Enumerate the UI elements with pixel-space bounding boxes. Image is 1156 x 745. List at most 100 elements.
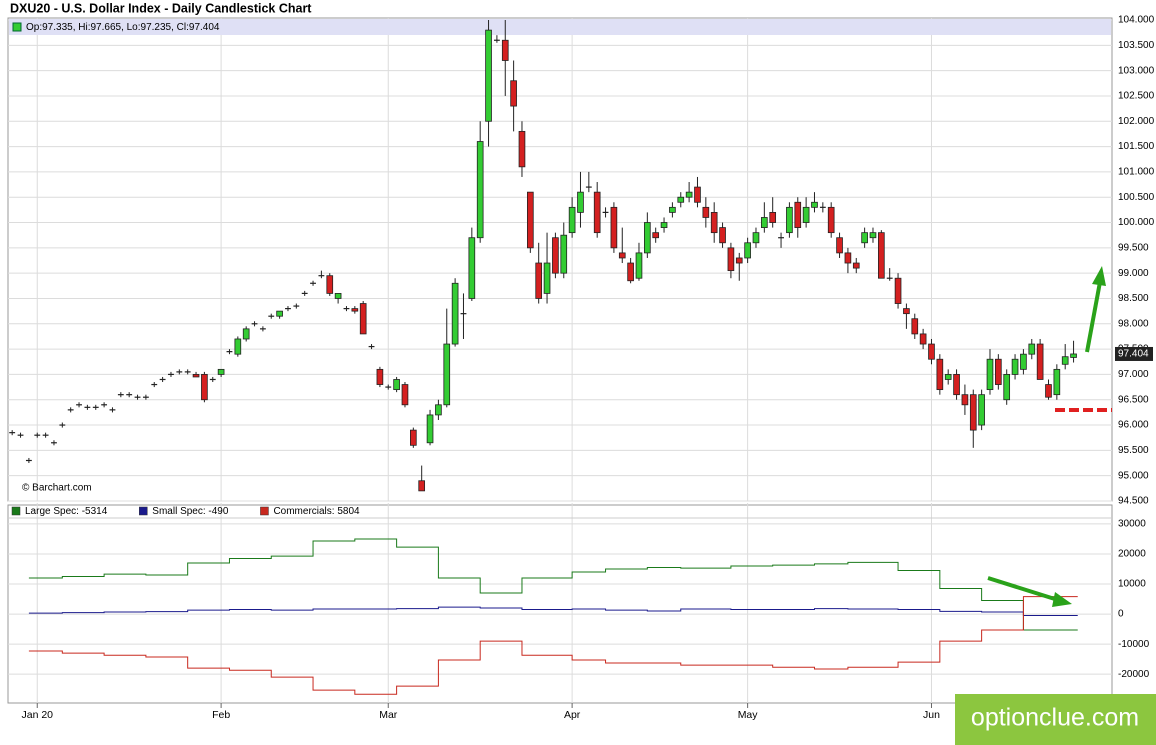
candle-body (618, 252, 626, 259)
candle-body (995, 358, 1002, 385)
candle-body (552, 237, 559, 274)
y-tick-label: 102.000 (1118, 116, 1155, 127)
y-tick-label: 99.500 (1118, 242, 1149, 253)
y-tick-label: 30000 (1118, 519, 1146, 530)
candle-body (426, 414, 434, 444)
candle-body (376, 368, 384, 385)
candle-body (518, 130, 526, 168)
up-arrow (1085, 281, 1102, 353)
y-tick-label: 96.500 (1118, 394, 1149, 405)
candle-body (903, 308, 910, 315)
candle-body (911, 318, 919, 335)
y-tick-label: -20000 (1118, 669, 1150, 680)
y-tick-label: 97.000 (1118, 369, 1149, 380)
y-tick-label: 95.000 (1118, 470, 1149, 481)
candle-body (752, 232, 760, 244)
candle-body (861, 232, 868, 244)
candle-body (635, 252, 643, 279)
legend-swatch (260, 506, 269, 516)
candle-body (852, 262, 860, 269)
grid (8, 18, 1112, 703)
price-panel (7, 17, 1113, 502)
candle-body (410, 429, 417, 446)
candle-body (677, 196, 685, 203)
step-line (28, 606, 1078, 617)
legend-label: Large Spec: -5314 (25, 506, 108, 517)
candle-body (610, 206, 618, 249)
candle-body (827, 206, 835, 234)
candle-body (953, 374, 960, 396)
y-tick-label: 102.500 (1118, 91, 1155, 102)
candle-body (786, 206, 793, 234)
candle-body (644, 222, 651, 254)
legend-swatch (139, 506, 148, 516)
candle-body (978, 394, 985, 426)
candle-body (928, 343, 935, 360)
info-swatch (12, 22, 22, 32)
chart-title: DXU20 - U.S. Dollar Index - Daily Candle… (10, 1, 312, 15)
x-tick-label: Jan 20 (21, 709, 53, 721)
candle-body (476, 141, 484, 239)
candle-body (543, 262, 551, 294)
y-tick-label: 96.000 (1118, 420, 1149, 431)
y-tick-label: 100.500 (1118, 192, 1155, 203)
candle-body (568, 206, 576, 234)
y-tick-label: 101.000 (1118, 167, 1155, 178)
candle-body (1053, 368, 1061, 396)
candle-body (593, 191, 601, 234)
candle-body (1028, 343, 1036, 355)
candle-body (627, 262, 634, 282)
candle-body (1020, 353, 1027, 370)
x-tick-label: Mar (379, 709, 398, 721)
candle-body (451, 282, 459, 345)
candle-body (836, 237, 843, 254)
marks (9, 20, 1078, 695)
candle-body (744, 242, 751, 259)
candle-body (276, 310, 283, 317)
candle-body (501, 39, 509, 61)
y-tick-label: 98.000 (1118, 318, 1149, 329)
candle-body (468, 237, 476, 299)
y-tick-label: 103.500 (1118, 40, 1155, 51)
candle-body (811, 201, 818, 208)
candle-body (1070, 353, 1077, 358)
step-line (28, 538, 1078, 631)
candle-body (401, 384, 409, 406)
x-tick-label: Jun (923, 709, 940, 721)
candle-body (1003, 374, 1011, 401)
candle-body (878, 232, 885, 279)
candle-body (802, 206, 810, 223)
candle-body (660, 222, 668, 228)
legend-label: Commercials: 5804 (273, 506, 360, 517)
candle-body (1011, 358, 1019, 375)
step-line (28, 596, 1078, 695)
ohlc-label: Op:97.335, Hi:97.665, Lo:97.235, Cl:97.4… (26, 22, 220, 33)
y-tick-label: 99.000 (1118, 268, 1149, 279)
candle-body (527, 191, 534, 249)
candle-body (359, 303, 367, 335)
candle-body (986, 358, 994, 391)
candle-body (351, 308, 359, 312)
source-label: © Barchart.com (22, 483, 92, 494)
candle-body (326, 275, 334, 294)
candle-body (443, 343, 451, 406)
x-tick-label: Apr (564, 709, 581, 721)
y-tick-label: 100.000 (1118, 217, 1155, 228)
x-tick-label: Feb (212, 709, 230, 721)
y-tick-label: 20000 (1118, 549, 1146, 560)
candle-body (919, 333, 927, 345)
candle-body (192, 374, 200, 378)
candle-body (894, 277, 902, 304)
candle-body (560, 234, 568, 274)
y-tick-label: 104.000 (1118, 15, 1155, 26)
candle-body (418, 480, 426, 492)
candle-body (535, 262, 543, 299)
candle-body (869, 232, 877, 239)
legend-label: Small Spec: -490 (152, 506, 229, 517)
candle-body (735, 257, 743, 264)
candle-body (217, 368, 225, 375)
candle-body (769, 211, 777, 223)
info-bar (9, 19, 1111, 35)
last-price-label: 97.404 (1118, 349, 1149, 360)
